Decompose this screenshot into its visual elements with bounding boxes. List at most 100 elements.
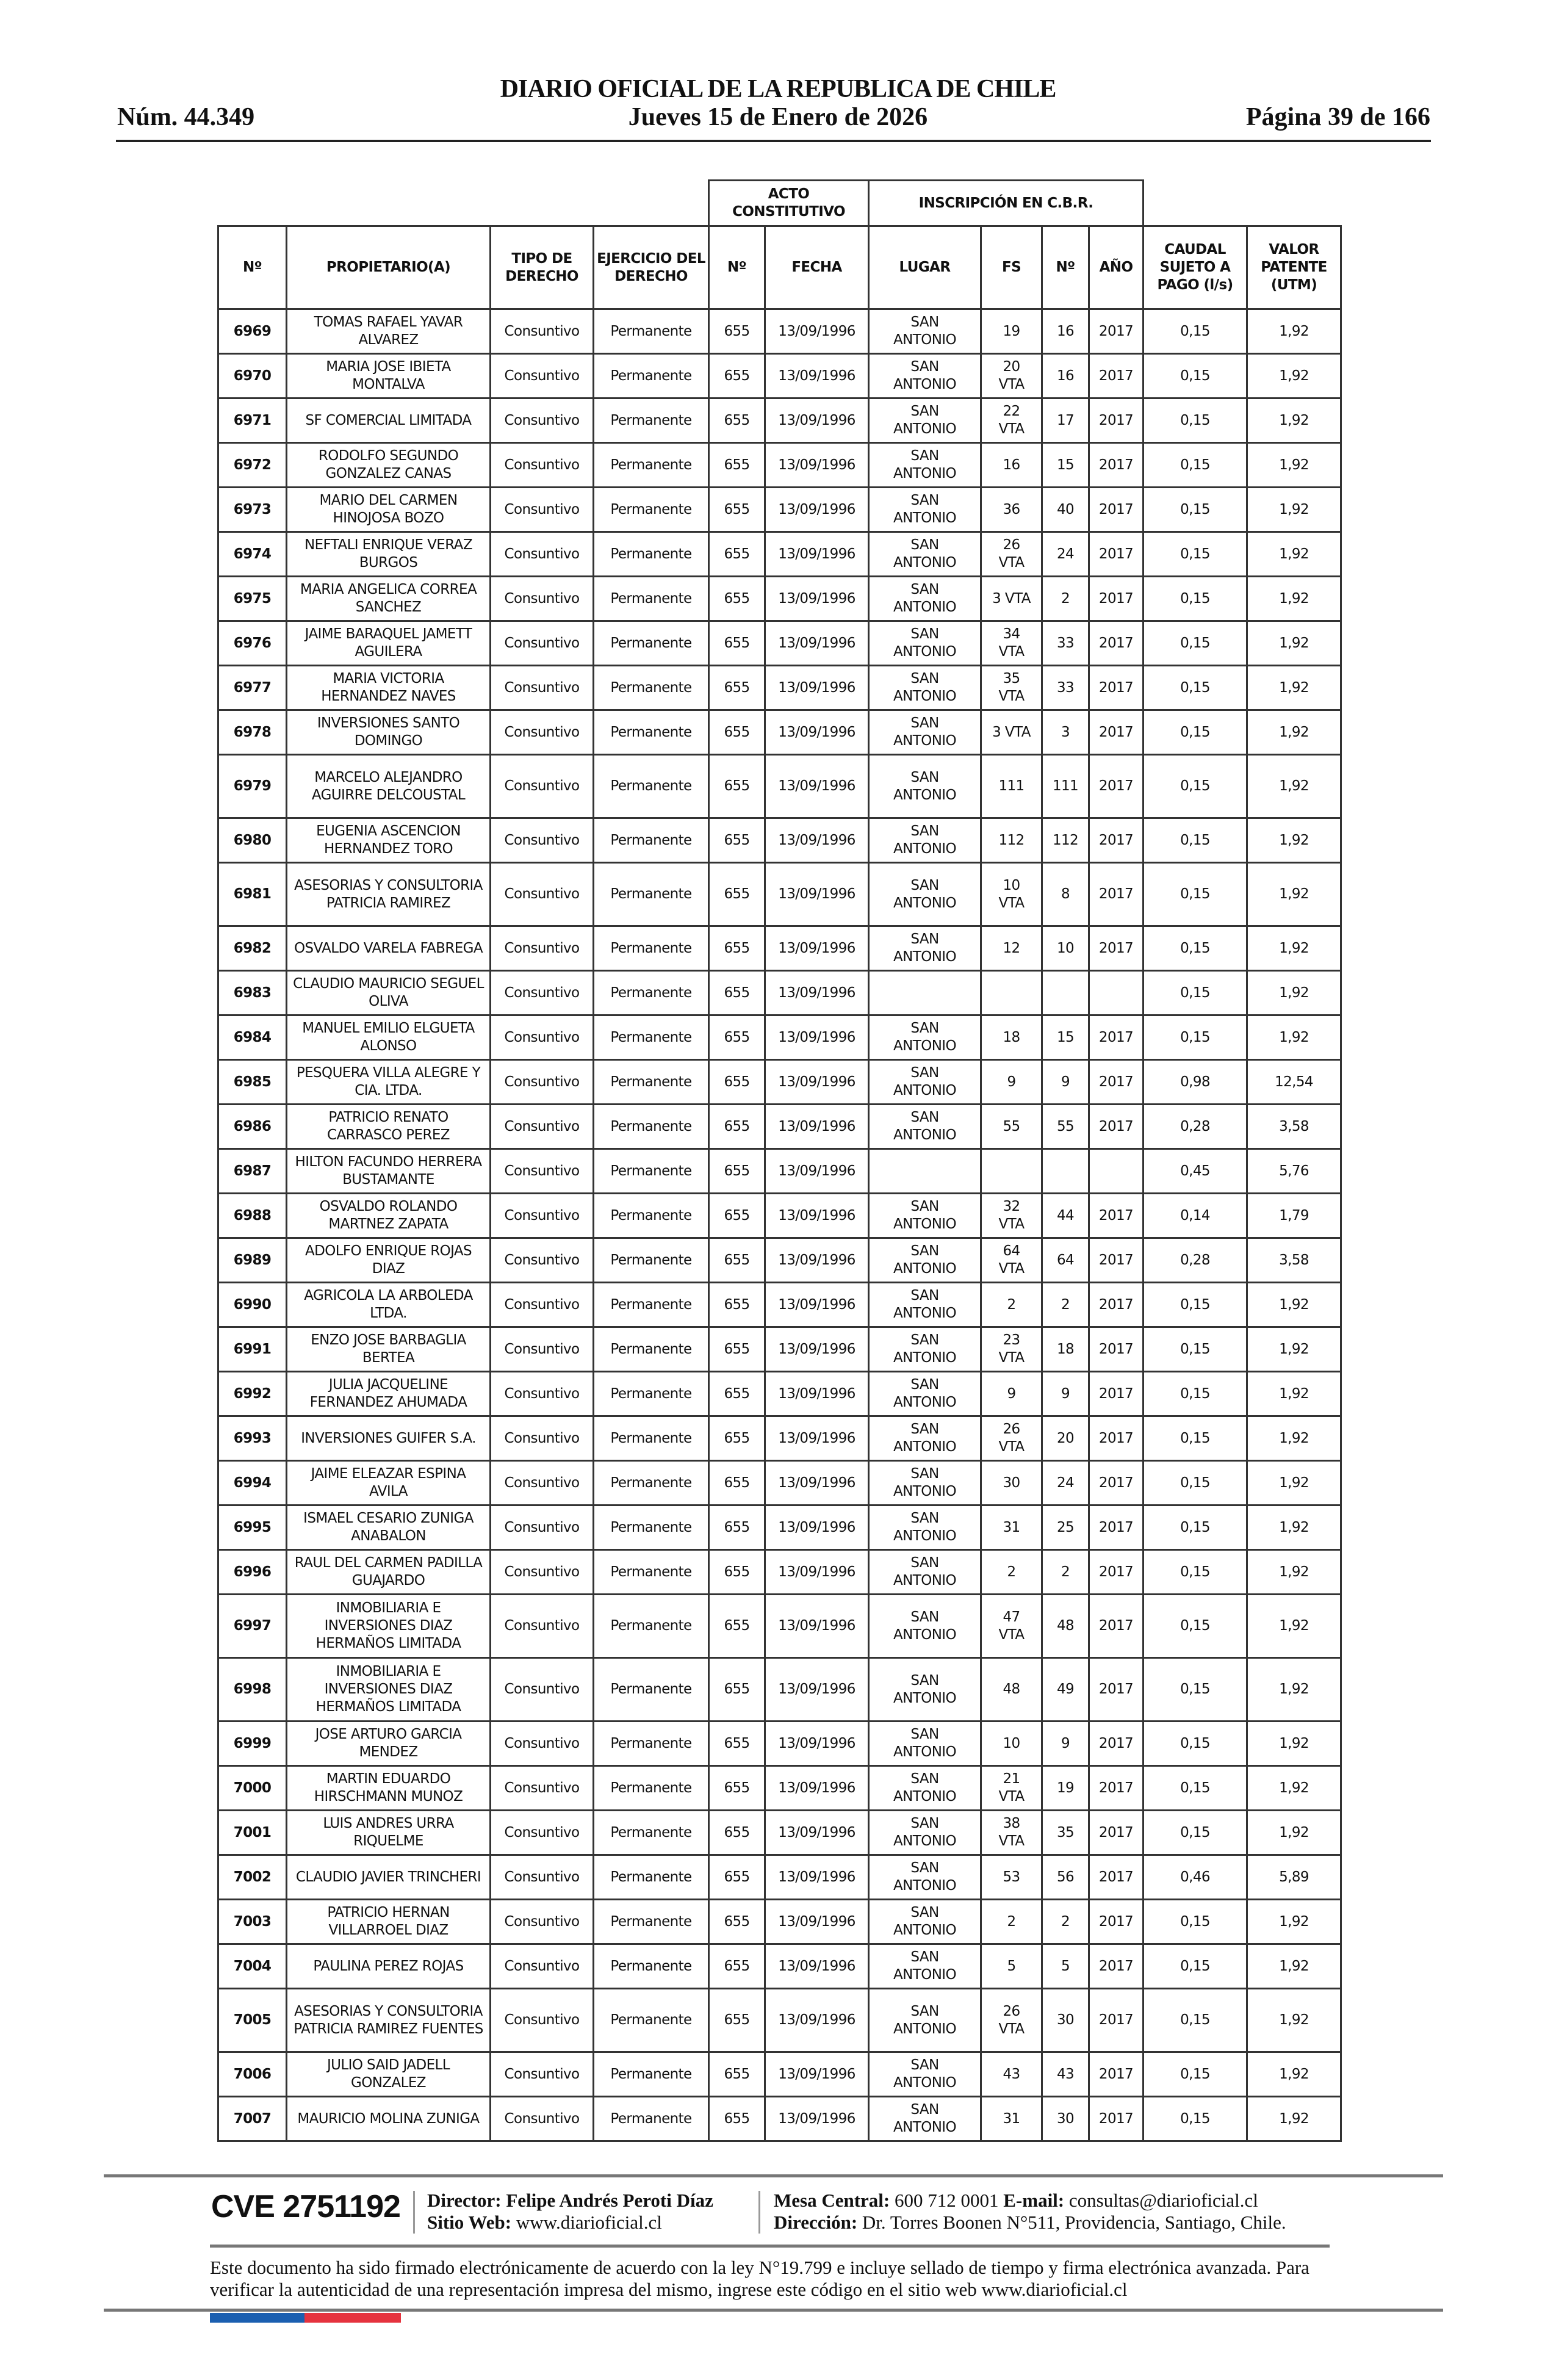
cell-right-type: Consuntivo xyxy=(489,308,594,355)
cell-patent-value: 1,92 xyxy=(1246,1415,1342,1462)
cell-owner: JULIA JACQUELINE FERNANDEZ AHUMADA xyxy=(286,1371,491,1417)
cell-patent-value: 1,92 xyxy=(1246,1460,1342,1506)
cell-acto-number: 655 xyxy=(708,1237,766,1283)
cell-patent-value: 3,58 xyxy=(1246,1103,1342,1150)
cell-fs: 53 xyxy=(980,1854,1043,1900)
cell-acto-number: 655 xyxy=(708,486,766,533)
cell-exercise: Permanente xyxy=(593,1504,710,1551)
cell-place: SAN ANTONIO xyxy=(868,1988,982,2053)
cell-number: 6976 xyxy=(217,620,287,666)
cell-owner: MARIA JOSE IBIETA MONTALVA xyxy=(286,353,491,399)
cell-acto-date: 13/09/1996 xyxy=(764,397,870,444)
cell-flow: 0,15 xyxy=(1142,970,1248,1016)
header-col-fs: FS xyxy=(980,225,1043,310)
table-row: 7004 PAULINA PEREZ ROJAS Consuntivo Permane… xyxy=(217,1943,1342,1989)
header-col-acto-number: Nº xyxy=(708,225,766,310)
cell-place: SAN ANTONIO xyxy=(868,575,982,622)
cell-acto-number: 655 xyxy=(708,1720,766,1767)
cell-acto-number: 655 xyxy=(708,862,766,927)
cell-acto-number: 655 xyxy=(708,442,766,488)
cell-flow: 0,15 xyxy=(1142,1943,1248,1989)
table-row: 6974 NEFTALI ENRIQUE VERAZ BURGOS Consunti… xyxy=(217,531,1342,577)
cell-acto-number: 655 xyxy=(708,1326,766,1372)
cell-year: 2017 xyxy=(1088,665,1144,711)
cell-fs xyxy=(980,970,1043,1016)
cell-acto-number: 655 xyxy=(708,1657,766,1722)
cell-number: 7004 xyxy=(217,1943,287,1989)
cell-number: 6982 xyxy=(217,925,287,972)
cell-fs: 21 VTA xyxy=(980,1765,1043,1811)
cell-owner: CLAUDIO JAVIER TRINCHERI xyxy=(286,1854,491,1900)
cell-insc-number: 5 xyxy=(1041,1943,1090,1989)
cell-flow: 0,46 xyxy=(1142,1854,1248,1900)
cell-place: SAN ANTONIO xyxy=(868,397,982,444)
cell-acto-number: 655 xyxy=(708,1854,766,1900)
cell-place: SAN ANTONIO xyxy=(868,1326,982,1372)
table-row: 6981 ASESORIAS Y CONSULTORIA PATRICIA RAM… xyxy=(217,862,1342,927)
cell-place: SAN ANTONIO xyxy=(868,1192,982,1239)
cell-year: 2017 xyxy=(1088,308,1144,355)
cell-exercise: Permanente xyxy=(593,1192,710,1239)
group-header-inscripcion: INSCRIPCIÓN EN C.B.R. xyxy=(868,179,1144,227)
cell-place: SAN ANTONIO xyxy=(868,925,982,972)
cell-insc-number: 10 xyxy=(1041,925,1090,972)
web-link[interactable]: www.diarioficial.cl xyxy=(516,2212,662,2233)
cell-patent-value: 1,92 xyxy=(1246,486,1342,533)
cell-fs: 30 xyxy=(980,1460,1043,1506)
cell-right-type: Consuntivo xyxy=(489,1765,594,1811)
cell-acto-number: 655 xyxy=(708,397,766,444)
cell-acto-date: 13/09/1996 xyxy=(764,1899,870,1945)
cell-year: 2017 xyxy=(1088,1371,1144,1417)
cell-exercise: Permanente xyxy=(593,1237,710,1283)
cell-acto-number: 655 xyxy=(708,754,766,819)
cell-flow: 0,15 xyxy=(1142,1549,1248,1595)
table-row: 6999 JOSE ARTURO GARCIA MENDEZ Consuntivo P… xyxy=(217,1720,1342,1767)
cell-owner: PATRICIO HERNAN VILLARROEL DIAZ xyxy=(286,1899,491,1945)
cell-fs: 32 VTA xyxy=(980,1192,1043,1239)
cell-acto-date: 13/09/1996 xyxy=(764,1415,870,1462)
cell-number: 7007 xyxy=(217,2096,287,2142)
cell-patent-value: 1,92 xyxy=(1246,575,1342,622)
cell-acto-date: 13/09/1996 xyxy=(764,1657,870,1722)
cell-right-type: Consuntivo xyxy=(489,1988,594,2053)
cell-place: SAN ANTONIO xyxy=(868,353,982,399)
cell-acto-number: 655 xyxy=(708,1103,766,1150)
cell-number: 6984 xyxy=(217,1014,287,1061)
cell-right-type: Consuntivo xyxy=(489,531,594,577)
cell-year: 2017 xyxy=(1088,1237,1144,1283)
cell-year: 2017 xyxy=(1088,1765,1144,1811)
cell-fs: 10 xyxy=(980,1720,1043,1767)
cell-flow: 0,15 xyxy=(1142,308,1248,355)
cell-exercise: Permanente xyxy=(593,1103,710,1150)
cell-insc-number: 33 xyxy=(1041,665,1090,711)
cell-year: 2017 xyxy=(1088,1854,1144,1900)
cell-place: SAN ANTONIO xyxy=(868,665,982,711)
cell-acto-date: 13/09/1996 xyxy=(764,308,870,355)
cell-right-type: Consuntivo xyxy=(489,397,594,444)
cell-number: 6975 xyxy=(217,575,287,622)
cell-insc-number: 9 xyxy=(1041,1059,1090,1105)
cell-flow: 0,15 xyxy=(1142,2096,1248,2142)
cell-flow: 0,15 xyxy=(1142,442,1248,488)
cell-number: 6981 xyxy=(217,862,287,927)
cell-owner: PAULINA PEREZ ROJAS xyxy=(286,1943,491,1989)
cell-place: SAN ANTONIO xyxy=(868,1237,982,1283)
cell-fs: 48 xyxy=(980,1657,1043,1722)
cell-flow: 0,15 xyxy=(1142,486,1248,533)
table-row: 6971 SF COMERCIAL LIMITADA Consuntivo Perma… xyxy=(217,397,1342,444)
publication-title: DIARIO OFICIAL DE LA REPUBLICA DE CHILE xyxy=(500,75,1057,103)
cell-right-type: Consuntivo xyxy=(489,970,594,1016)
email-link[interactable]: consultas@diarioficial.cl xyxy=(1068,2190,1258,2211)
cell-acto-date: 13/09/1996 xyxy=(764,1103,870,1150)
cell-year: 2017 xyxy=(1088,1549,1144,1595)
table-row: 6982 OSVALDO VARELA FABREGA Consuntivo Perm… xyxy=(217,925,1342,972)
group-header-acto: ACTO CONSTITUTIVO xyxy=(708,179,870,227)
cell-owner: PESQUERA VILLA ALEGRE Y CIA. LTDA. xyxy=(286,1059,491,1105)
cell-exercise: Permanente xyxy=(593,862,710,927)
cell-patent-value: 1,92 xyxy=(1246,862,1342,927)
cell-acto-date: 13/09/1996 xyxy=(764,1943,870,1989)
cell-acto-number: 655 xyxy=(708,665,766,711)
cell-year: 2017 xyxy=(1088,1504,1144,1551)
cell-year: 2017 xyxy=(1088,1415,1144,1462)
cell-acto-date: 13/09/1996 xyxy=(764,1059,870,1105)
